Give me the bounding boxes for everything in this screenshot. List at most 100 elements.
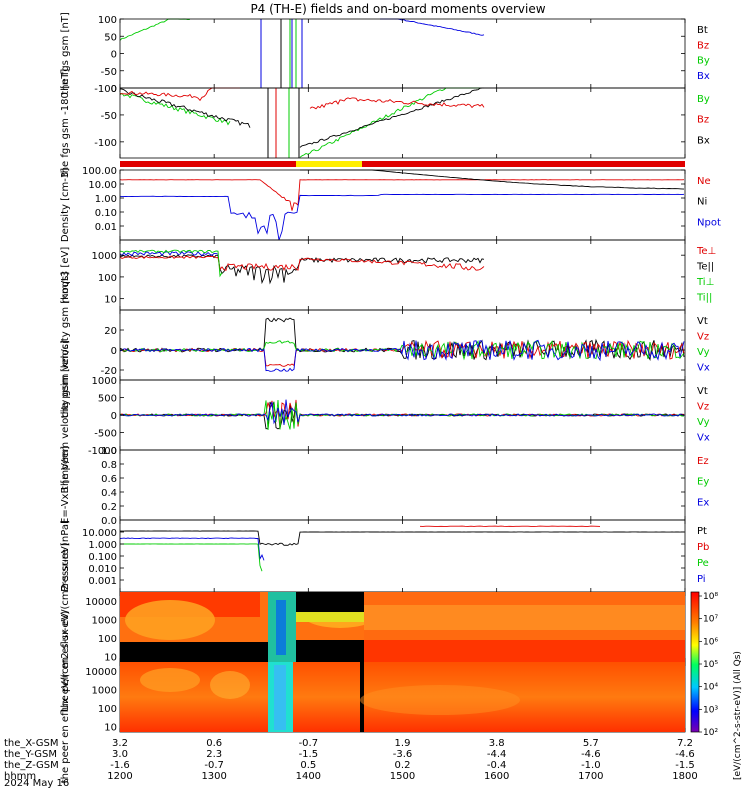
panel-fgs-legend-0: Bt bbox=[697, 25, 708, 36]
colorbar-tick-4: 10⁴ bbox=[703, 683, 718, 693]
panel-density-legend-1: Ni bbox=[697, 197, 707, 208]
panel-temp-legend-2: Ti⊥ bbox=[696, 277, 714, 288]
panel-efield-tick-label: 0.2 bbox=[101, 502, 117, 513]
panel-density-tick-label: 0.01 bbox=[95, 222, 117, 233]
colorbar-tick-1: 10⁷ bbox=[703, 615, 718, 625]
colorbar-tick-6: 10² bbox=[703, 728, 718, 738]
panel-peem-tick-label: -500 bbox=[94, 429, 117, 440]
ephemeris-value: -1.6 bbox=[110, 760, 130, 771]
panel-fgs2: 0 -50 -100 the fgs gsm -180 [nT] By Bz Bx bbox=[60, 69, 710, 178]
panel-peer-ylabel: the peer en eflux eV/(cm2-s-sr-eV) bbox=[60, 611, 71, 784]
panel-fgs-tick-label: 100 bbox=[98, 15, 117, 26]
panel-density-frame bbox=[119, 169, 686, 241]
panel-fgs2-legend-2: Bx bbox=[697, 135, 710, 146]
panel-density-tick-label: 0.10 bbox=[95, 208, 117, 219]
panel-efield-legend-2: Ex bbox=[697, 497, 709, 508]
panel-fgs-tick-label: 0 bbox=[111, 50, 117, 61]
panel-efield-tick-label: 1.0 bbox=[101, 446, 117, 457]
peir-spectrogram-image bbox=[120, 592, 685, 662]
panel-peim-legend-3: Vx bbox=[697, 363, 710, 374]
panel-fgs2-ylabel: the fgs gsm -180 [nT] bbox=[60, 69, 71, 178]
panel-fgs-legend-3: Bx bbox=[697, 71, 710, 82]
panel-density-ylabel: Density [cm-3] bbox=[60, 168, 71, 242]
panel-peer-tick-label: 10 bbox=[104, 722, 117, 733]
panel-fgs-ylabel: the fgs gsm [nT] bbox=[60, 12, 71, 95]
panel-peim-ylabel: the peim velocity gsm [km/s] bbox=[60, 272, 71, 419]
mode-bar-burst bbox=[296, 161, 362, 167]
panel-pressure-tick-label: 0.010 bbox=[88, 564, 117, 575]
panel-peir-ylabel: the peir en eflux eV/(cm2-s-sr-eV) bbox=[60, 542, 71, 711]
ephemeris-name-0: the_X-GSM bbox=[4, 738, 58, 749]
panel-peem-tick-label: 500 bbox=[98, 394, 117, 405]
ephemeris-labels: the_X-GSM 3.2 0.6 -0.7 1.9 3.8 5.7 7.2 the_Y-GSM… bbox=[4, 738, 698, 782]
panel-temp-tick-label: 10 bbox=[104, 295, 117, 306]
panel-temp-tick-label: 1000 bbox=[92, 251, 117, 262]
panel-fgs: 100 50 0 -50 -100 the fgs gsm [nT] Bt Bz By Bx bbox=[60, 12, 710, 95]
panel-pressure-tick-label: 0.100 bbox=[88, 552, 117, 563]
panel-temp-ylabel: moqt3 [eV] bbox=[60, 247, 71, 304]
panel-peir-tick-label: 10 bbox=[104, 652, 117, 663]
panel-density-tick-label: 1.00 bbox=[95, 194, 117, 205]
panel-fgs2-legend-1: Bz bbox=[697, 115, 709, 126]
date-label: 2024 May 16 bbox=[4, 778, 69, 789]
panel-peem-legend-3: Vx bbox=[697, 433, 710, 444]
panel-peem-legend-0: Vt bbox=[697, 386, 708, 397]
ephemeris-value: 1500 bbox=[390, 771, 415, 782]
ephemeris-value: 5.7 bbox=[583, 738, 599, 749]
ephemeris-name-2: the_Z-GSM bbox=[4, 760, 59, 771]
panel-pressure-legend-2: Pe bbox=[697, 558, 709, 569]
panel-efield-tick-label: 0.4 bbox=[101, 488, 117, 499]
ephemeris-value: 3.0 bbox=[112, 749, 128, 760]
panel-temp-legend-0: Te⊥ bbox=[696, 246, 716, 257]
ephemeris-value: 1300 bbox=[201, 771, 226, 782]
panel-fgs-legend-2: By bbox=[697, 56, 710, 67]
panel-peer-tick-label: 1000 bbox=[92, 685, 117, 696]
panel-fgs2-tick-label: -50 bbox=[101, 111, 117, 122]
panel-peir-tick-label: 10000 bbox=[85, 597, 117, 608]
panel-efield-ylabel: E=-VxB [mV/m] bbox=[60, 446, 71, 524]
ephemeris-value: 1200 bbox=[107, 771, 132, 782]
ephemeris-value: 1.9 bbox=[395, 738, 411, 749]
panel-efield-tick-label: 0.6 bbox=[101, 474, 117, 485]
panel-peem-ylabel: the peem velocity gsm [km/s] bbox=[60, 340, 71, 490]
mode-bar bbox=[120, 161, 685, 167]
panel-efield-legend-0: Ez bbox=[697, 456, 709, 467]
colorbar-tick-5: 10³ bbox=[703, 705, 718, 715]
panel-density-legend-2: Npot bbox=[697, 217, 721, 228]
panel-peim-legend-0: Vt bbox=[697, 316, 708, 327]
panel-peim-tick-label: -20 bbox=[101, 366, 117, 377]
ephemeris-value: -4.4 bbox=[487, 749, 507, 760]
ephemeris-value: 2.3 bbox=[206, 749, 222, 760]
colorbar: 10⁸ 10⁷ 10⁶ 10⁵ 10⁴ 10³ 10² [eV/(cm^2-s-str-eV… bbox=[690, 591, 743, 780]
ephemeris-value: 0.5 bbox=[300, 760, 316, 771]
panel-peim-tick-label: 20 bbox=[104, 326, 117, 337]
panel-peem: 1000 500 0 -500 -1000 the peem velocity gsm [… bbox=[60, 340, 710, 490]
ephemeris-value: 7.2 bbox=[677, 738, 693, 749]
panel-temp-frame bbox=[119, 239, 686, 311]
panel-peim-legend-1: Vz bbox=[697, 332, 709, 343]
panel-fgs2-tick-label: 0 bbox=[111, 84, 117, 95]
colorbar-label: [eV/(cm^2-s-str-eV)] (All Qs) bbox=[733, 651, 743, 780]
panel-peem-tick-label: -1000 bbox=[88, 446, 117, 457]
panel-peir-tick-label: 100 bbox=[98, 634, 117, 645]
panel-pressure-legend-3: Pi bbox=[697, 574, 706, 585]
ephemeris-value: -1.0 bbox=[581, 760, 601, 771]
figure-title: P4 (TH-E) fields and on-board moments ov… bbox=[250, 2, 545, 16]
ephemeris-name-3: hhmm bbox=[4, 771, 36, 782]
panel-peem-legend-2: Vy bbox=[697, 417, 710, 428]
panel-fgs2-legend-0: By bbox=[697, 94, 710, 105]
ephemeris-value: -0.4 bbox=[487, 760, 507, 771]
panel-density-legend-0: Ne bbox=[697, 176, 711, 187]
panel-pressure-ylabel: Pressure [nPa] bbox=[60, 520, 71, 592]
panel-peim: 20 0 -20 the peim velocity gsm [km/s] Vt Vz Vy… bbox=[60, 272, 710, 419]
panel-fgs-tick-label: 50 bbox=[104, 32, 117, 43]
panel-fgs2-tick-label: -100 bbox=[94, 138, 117, 149]
ephemeris-value: -4.6 bbox=[581, 749, 601, 760]
panel-peim-legend-2: Vy bbox=[697, 347, 710, 358]
colorbar-tick-3: 10⁵ bbox=[703, 660, 718, 670]
panel-efield: 1.0 0.8 0.6 0.4 0.2 0.0 E=-VxB [mV/m] Ez Ey Ex bbox=[60, 446, 709, 527]
ephemeris-value: 1600 bbox=[484, 771, 509, 782]
panel-fgs-legend-1: Bz bbox=[697, 40, 709, 51]
panel-efield-tick-label: 0.0 bbox=[101, 516, 117, 527]
